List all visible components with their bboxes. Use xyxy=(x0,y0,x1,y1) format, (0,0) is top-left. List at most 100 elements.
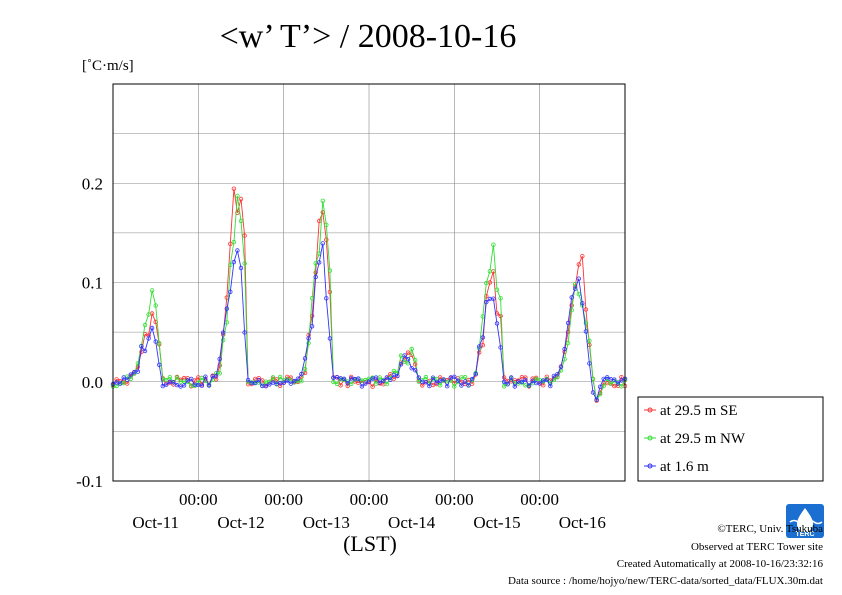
data-point xyxy=(238,196,244,202)
data-point xyxy=(555,372,560,377)
data-point xyxy=(156,362,162,367)
data-point xyxy=(217,356,222,362)
legend: at 29.5 m SE at 29.5 m NW at 1.6 m xyxy=(637,396,824,482)
data-point xyxy=(480,335,485,340)
data-point xyxy=(267,382,272,387)
data-point xyxy=(430,375,436,380)
data-point xyxy=(135,369,141,374)
data-point xyxy=(206,383,212,388)
data-point xyxy=(288,375,293,380)
data-point xyxy=(395,373,400,379)
data-point xyxy=(494,287,500,292)
data-point xyxy=(334,381,340,387)
y-tick-label: -0.1 xyxy=(76,472,103,491)
data-point xyxy=(114,377,119,382)
data-point xyxy=(509,375,514,380)
x-axis-label: (LST) xyxy=(343,531,397,556)
legend-marker-low xyxy=(647,463,653,469)
logo-water-drop-icon xyxy=(797,508,813,532)
data-point xyxy=(537,381,542,386)
terc-logo: TERC xyxy=(786,504,824,538)
data-point xyxy=(153,303,158,308)
data-point xyxy=(256,377,261,383)
source-text: Data source : /home/hojyo/new/TERC-data/… xyxy=(508,575,823,587)
data-point xyxy=(402,359,407,364)
data-point xyxy=(480,343,485,348)
data-point xyxy=(295,376,301,381)
data-point xyxy=(324,237,329,242)
data-point xyxy=(473,371,478,377)
data-point xyxy=(526,383,532,388)
data-point xyxy=(220,337,226,343)
data-point xyxy=(619,384,624,389)
data-point xyxy=(174,382,180,388)
data-point xyxy=(324,222,329,227)
plot-frame xyxy=(112,83,626,482)
y-axis-unit: [˚C·m/s] xyxy=(82,58,134,74)
data-point xyxy=(548,383,553,389)
data-point xyxy=(117,381,123,386)
x-time-tick: 00:00 xyxy=(435,490,474,509)
legend-label-nw: at 29.5 m NW xyxy=(660,431,746,447)
data-point xyxy=(306,336,311,341)
data-point xyxy=(302,366,308,372)
data-point xyxy=(231,239,237,245)
data-point xyxy=(594,397,599,402)
data-point xyxy=(370,384,375,389)
series-line xyxy=(112,243,626,402)
data-point xyxy=(605,375,610,380)
data-point xyxy=(569,295,574,300)
data-point xyxy=(523,377,528,383)
data-point xyxy=(203,374,208,379)
data-point xyxy=(228,289,233,294)
data-point xyxy=(196,380,201,385)
data-point xyxy=(313,270,318,275)
data-point xyxy=(277,374,283,380)
data-point xyxy=(185,378,190,383)
data-point xyxy=(519,379,525,385)
data-point xyxy=(462,374,468,380)
data-point xyxy=(402,353,407,358)
legend-label-se: at 29.5 m SE xyxy=(660,403,738,419)
x-day-label: Oct-14 xyxy=(388,513,436,532)
data-point xyxy=(573,286,578,291)
data-point xyxy=(437,383,443,388)
data-point xyxy=(345,381,350,386)
data-point xyxy=(238,265,244,271)
data-point xyxy=(615,381,621,386)
data-point xyxy=(359,384,365,389)
data-point xyxy=(583,329,589,334)
data-point xyxy=(409,366,414,371)
data-point xyxy=(317,260,322,265)
data-point xyxy=(413,357,418,363)
data-point xyxy=(327,336,333,341)
data-point xyxy=(565,320,571,326)
data-point xyxy=(128,372,133,377)
x-day-label: Oct-15 xyxy=(473,513,520,532)
data-point xyxy=(181,383,187,388)
chart-title: <w’ T’> / 2008-10-16 xyxy=(220,18,517,55)
data-point xyxy=(427,383,432,389)
x-time-tick: 00:00 xyxy=(350,490,389,509)
data-point xyxy=(242,233,247,238)
x-time-tick: 00:00 xyxy=(264,490,303,509)
data-point xyxy=(466,383,471,388)
data-point xyxy=(288,381,293,386)
data-point xyxy=(274,377,279,382)
data-point xyxy=(327,268,333,273)
y-tick-label: 0.2 xyxy=(82,174,103,193)
legend-box xyxy=(637,396,824,482)
data-point xyxy=(139,344,144,349)
data-point xyxy=(377,380,382,385)
data-point xyxy=(281,380,286,385)
data-point xyxy=(590,390,596,395)
data-point xyxy=(153,339,158,344)
data-point xyxy=(388,377,393,382)
data-point xyxy=(263,384,269,389)
data-point xyxy=(142,322,148,328)
data-point xyxy=(146,336,151,341)
data-point xyxy=(320,241,325,246)
data-point xyxy=(505,382,510,387)
data-point xyxy=(285,378,290,383)
data-point xyxy=(220,330,226,335)
